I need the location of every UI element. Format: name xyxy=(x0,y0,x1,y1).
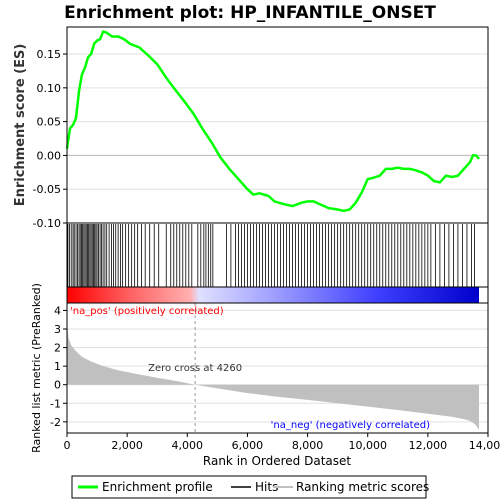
enrichment-y-tick-label: -0.05 xyxy=(33,183,61,196)
rank-color-gradient xyxy=(67,287,479,303)
x-axis-label: Rank in Ordered Dataset xyxy=(203,454,351,468)
x-tick-label: 4,000 xyxy=(172,439,204,452)
legend-label-metric: Ranking metric scores xyxy=(296,480,429,494)
enrichment-y-tick-label: 0.00 xyxy=(37,149,62,162)
enrichment-y-tick-label: 0.05 xyxy=(37,116,62,129)
x-tick-label: 12,000 xyxy=(409,439,448,452)
enrichment-grid xyxy=(67,53,488,190)
rank-panel-frame xyxy=(66,302,489,434)
x-tick-label: 2,000 xyxy=(111,439,143,452)
hits-panel xyxy=(66,222,489,288)
legend-label-profile: Enrichment profile xyxy=(102,480,213,494)
rank-y-tick-label: 0 xyxy=(54,379,61,392)
rank-y-tick-label: 2 xyxy=(54,342,61,355)
enrichment-panel: -0.10 -0.05 0.00 0.05 0.10 0.15 Enrichment sc… xyxy=(13,26,489,230)
legend: Enrichment profile Hits Ranking metric s… xyxy=(71,475,429,499)
rank-y-tick-label: -1 xyxy=(50,397,61,410)
rank-y-tick-label: 3 xyxy=(54,323,61,336)
enrichment-y-tick-label: -0.10 xyxy=(33,217,61,230)
rank-color-bar xyxy=(66,286,489,304)
enrichment-y-ticks: -0.10 -0.05 0.00 0.05 0.10 0.15 xyxy=(33,48,67,230)
enrichment-y-tick-label: 0.15 xyxy=(37,48,62,61)
legend-label-hits: Hits xyxy=(255,480,278,494)
chart-title: Enrichment plot: HP_INFANTILE_ONSET xyxy=(64,3,436,23)
x-tick-label: 0 xyxy=(64,439,71,452)
rank-y-ticks: -2 -1 0 1 2 3 4 xyxy=(50,304,67,429)
hit-lines xyxy=(67,224,475,287)
positive-correlation-label: 'na_pos' (positively correlated) xyxy=(70,306,224,317)
x-tick-label: 10,000 xyxy=(348,439,387,452)
enrichment-profile-line xyxy=(65,30,480,213)
enrichment-y-label: Enrichment score (ES) xyxy=(13,44,28,207)
rank-y-tick-label: 1 xyxy=(54,360,61,373)
ranking-metric-area xyxy=(67,323,479,431)
rank-y-label: Ranked list metric (PreRanked) xyxy=(30,283,43,453)
x-tick-label: 14,000 xyxy=(469,439,500,452)
rank-metric-panel: Zero cross at 4260 'na_pos' (positively … xyxy=(30,283,489,453)
enrichment-panel-bg xyxy=(67,27,488,223)
x-axis-ticks: 0 2,000 4,000 6,000 8,000 10,000 12,000 14,000 xyxy=(64,433,500,452)
negative-correlation-label: 'na_neg' (negatively correlated) xyxy=(271,420,430,431)
rank-y-tick-label: 4 xyxy=(54,304,61,317)
rank-panel-bg xyxy=(67,303,488,433)
rank-y-tick-label: -2 xyxy=(50,416,61,429)
zero-cross-label: Zero cross at 4260 xyxy=(148,363,242,374)
x-tick-label: 8,000 xyxy=(292,439,324,452)
x-tick-label: 6,000 xyxy=(232,439,264,452)
enrichment-y-tick-label: 0.10 xyxy=(37,82,62,95)
